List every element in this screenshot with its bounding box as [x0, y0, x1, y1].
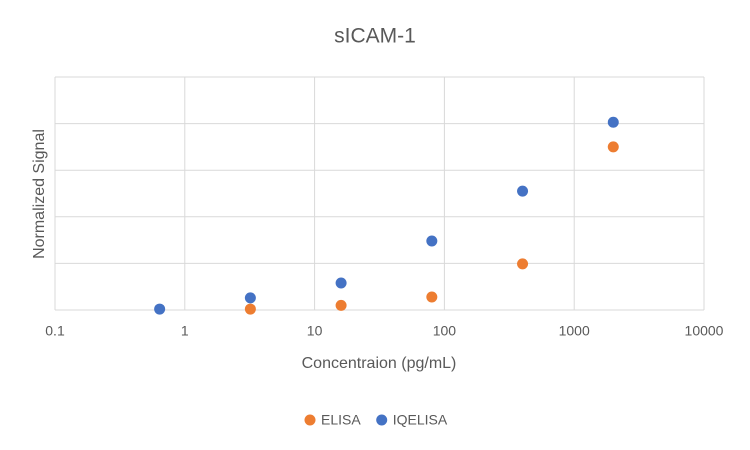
x-axis-label: Concentraion (pg/mL): [302, 355, 457, 372]
legend-label: ELISA: [321, 412, 361, 428]
point: [154, 303, 166, 315]
legend-marker: [376, 414, 388, 426]
x-tick-label: 10000: [685, 323, 724, 339]
legend-label: IQELISA: [393, 412, 448, 428]
x-tick-label: 1000: [559, 323, 590, 339]
x-tick-label: 100: [433, 323, 457, 339]
y-axis-label: Normalized Signal: [31, 129, 48, 259]
point: [517, 185, 529, 197]
point: [607, 116, 619, 128]
point: [244, 292, 256, 304]
point: [426, 291, 438, 303]
legend-marker: [304, 414, 316, 426]
x-tick-label: 0.1: [45, 323, 65, 339]
chart-title: sICAM-1: [334, 25, 416, 48]
point: [517, 258, 529, 270]
point: [426, 235, 438, 247]
point: [244, 303, 256, 315]
x-tick-label: 1: [181, 323, 189, 339]
x-tick-label: 10: [307, 323, 323, 339]
point: [335, 299, 347, 311]
point: [607, 141, 619, 153]
point: [335, 277, 347, 289]
